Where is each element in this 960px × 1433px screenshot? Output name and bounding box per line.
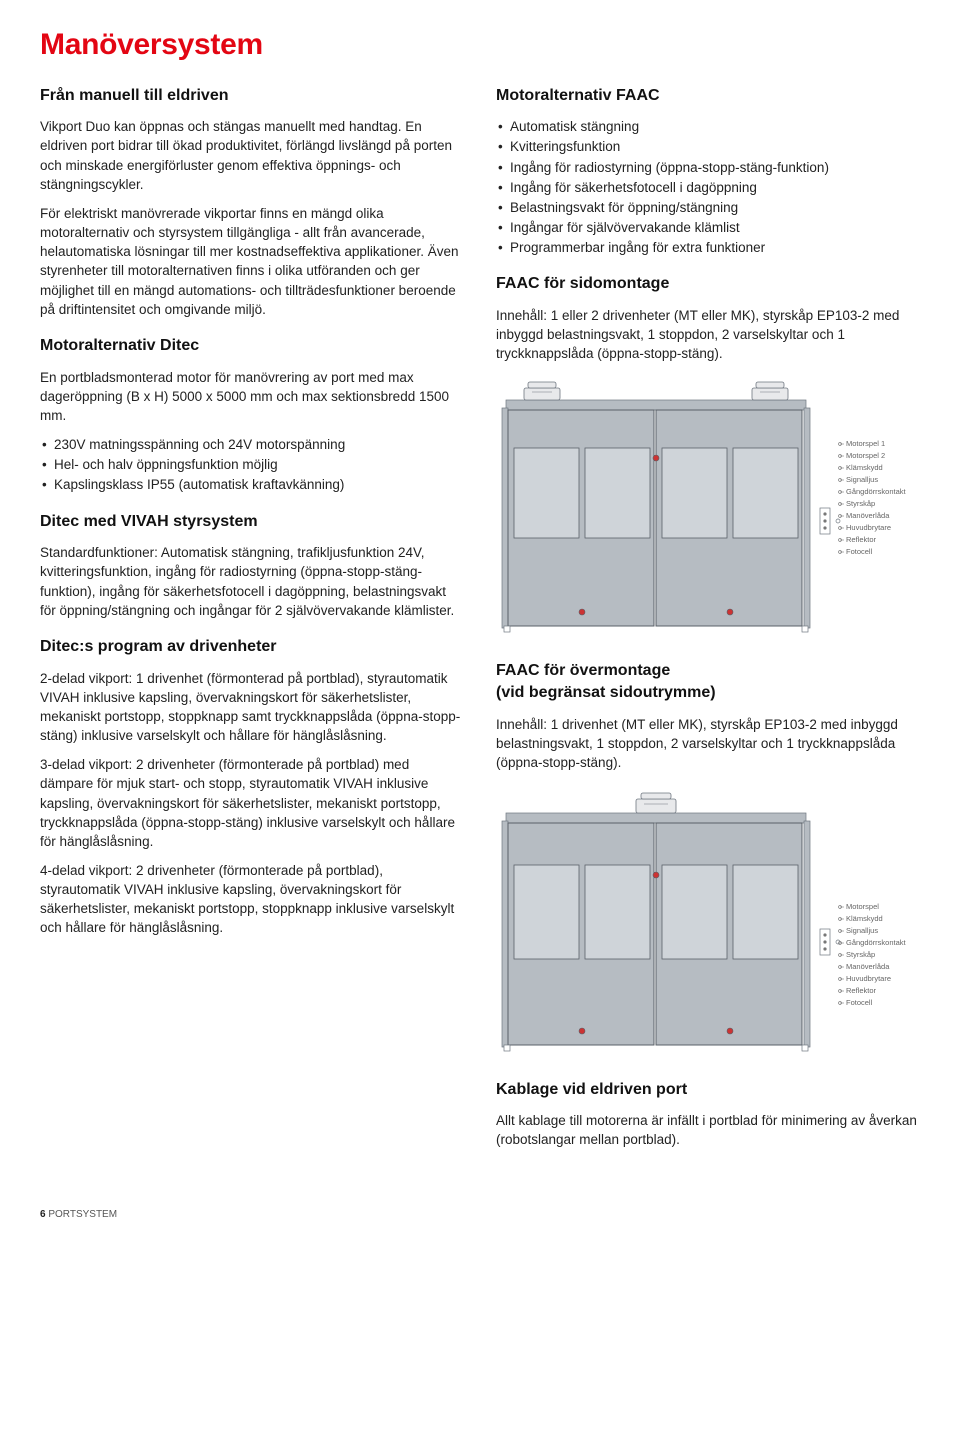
- list-item: Kvitteringsfunktion: [496, 137, 920, 156]
- svg-text:Fotocell: Fotocell: [846, 547, 873, 556]
- kablage-description: Allt kablage till motorerna är infällt i…: [496, 1111, 920, 1149]
- intro-paragraph-1: Vikport Duo kan öppnas och stängas manue…: [40, 117, 464, 194]
- left-column: Från manuell till eldriven Vikport Duo k…: [40, 81, 464, 1160]
- svg-text:Styrskåp: Styrskåp: [846, 950, 875, 959]
- vikport-3-delad: 3-delad vikport: 2 drivenheter (förmonte…: [40, 755, 464, 851]
- list-item: 230V matningsspänning och 24V motorspänn…: [40, 435, 464, 454]
- faac-side-description: Innehåll: 1 eller 2 drivenheter (MT elle…: [496, 306, 920, 363]
- svg-text:Fotocell: Fotocell: [846, 998, 873, 1007]
- vikport-2-delad: 2-delad vikport: 1 drivenhet (förmontera…: [40, 669, 464, 746]
- svg-text:Reflektor: Reflektor: [846, 986, 877, 995]
- heading-faac-side: FAAC för sidomontage: [496, 273, 920, 296]
- heading-kablage: Kablage vid eldriven port: [496, 1079, 920, 1102]
- heading-faac-motor: Motoralternativ FAAC: [496, 85, 920, 108]
- svg-text:Huvudbrytare: Huvudbrytare: [846, 974, 891, 983]
- list-item: Ingångar för självövervakande klämlist: [496, 218, 920, 237]
- heading-faac-top-line2: (vid begränsat sidoutrymme): [496, 684, 716, 701]
- intro-paragraph-2: För elektriskt manövrerade vikportar fin…: [40, 204, 464, 319]
- two-column-layout: Från manuell till eldriven Vikport Duo k…: [40, 81, 920, 1160]
- right-column: Motoralternativ FAAC Automatisk stängnin…: [496, 81, 920, 1160]
- list-item: Ingång för säkerhetsfotocell i dagöppnin…: [496, 178, 920, 197]
- heading-faac-top: FAAC för övermontage (vid begränsat sido…: [496, 660, 920, 705]
- ditec-description: En portbladsmonterad motor för manövreri…: [40, 368, 464, 425]
- heading-ditec-program: Ditec:s program av drivenheter: [40, 636, 464, 659]
- svg-text:Manöverlåda: Manöverlåda: [846, 962, 890, 971]
- heading-vivah: Ditec med VIVAH styrsystem: [40, 511, 464, 534]
- page-number: 6: [40, 1209, 46, 1220]
- footer-label: PORTSYSTEM: [48, 1209, 117, 1220]
- svg-text:Huvudbrytare: Huvudbrytare: [846, 523, 891, 532]
- svg-text:Signalljus: Signalljus: [846, 926, 878, 935]
- svg-text:Klämskydd: Klämskydd: [846, 914, 883, 923]
- svg-text:Gångdörrskontakt: Gångdörrskontakt: [846, 938, 907, 947]
- vivah-description: Standardfunktioner: Automatisk stängning…: [40, 543, 464, 620]
- list-item: Kapslingsklass IP55 (automatisk kraftavk…: [40, 475, 464, 494]
- svg-text:Motorspel: Motorspel: [846, 902, 879, 911]
- ditec-features-list: 230V matningsspänning och 24V motorspänn…: [40, 435, 464, 494]
- list-item: Programmerbar ingång för extra funktione…: [496, 238, 920, 257]
- list-item: Automatisk stängning: [496, 117, 920, 136]
- svg-text:Manöverlåda: Manöverlåda: [846, 511, 890, 520]
- svg-text:Motorspel 1: Motorspel 1: [846, 439, 885, 448]
- svg-text:Gångdörrskontakt: Gångdörrskontakt: [846, 487, 907, 496]
- svg-text:Styrskåp: Styrskåp: [846, 499, 875, 508]
- heading-faac-top-line1: FAAC för övermontage: [496, 662, 670, 679]
- svg-text:Reflektor: Reflektor: [846, 535, 877, 544]
- page-footer: 6 PORTSYSTEM: [40, 1208, 920, 1222]
- svg-text:Klämskydd: Klämskydd: [846, 463, 883, 472]
- faac-features-list: Automatisk stängning Kvitteringsfunktion…: [496, 117, 920, 257]
- svg-text:Motorspel 2: Motorspel 2: [846, 451, 885, 460]
- list-item: Hel- och halv öppningsfunktion möjlig: [40, 455, 464, 474]
- vikport-4-delad: 4-delad vikport: 2 drivenheter (förmonte…: [40, 861, 464, 938]
- heading-ditec-motor: Motoralternativ Ditec: [40, 335, 464, 358]
- faac-top-description: Innehåll: 1 drivenhet (MT eller MK), sty…: [496, 715, 920, 772]
- page-title: Manöversystem: [40, 24, 920, 67]
- list-item: Belastningsvakt för öppning/stängning: [496, 198, 920, 217]
- heading-manual-to-electric: Från manuell till eldriven: [40, 85, 464, 108]
- svg-text:Signalljus: Signalljus: [846, 475, 878, 484]
- diagram-top-mount: Motorspel Klämskydd Signalljus Gångdörrskon…: [496, 787, 920, 1057]
- diagram-side-mount: Motorspel 1 Motorspel 2 Klämskydd Signallju…: [496, 378, 920, 638]
- list-item: Ingång för radiostyrning (öppna-stopp-st…: [496, 158, 920, 177]
